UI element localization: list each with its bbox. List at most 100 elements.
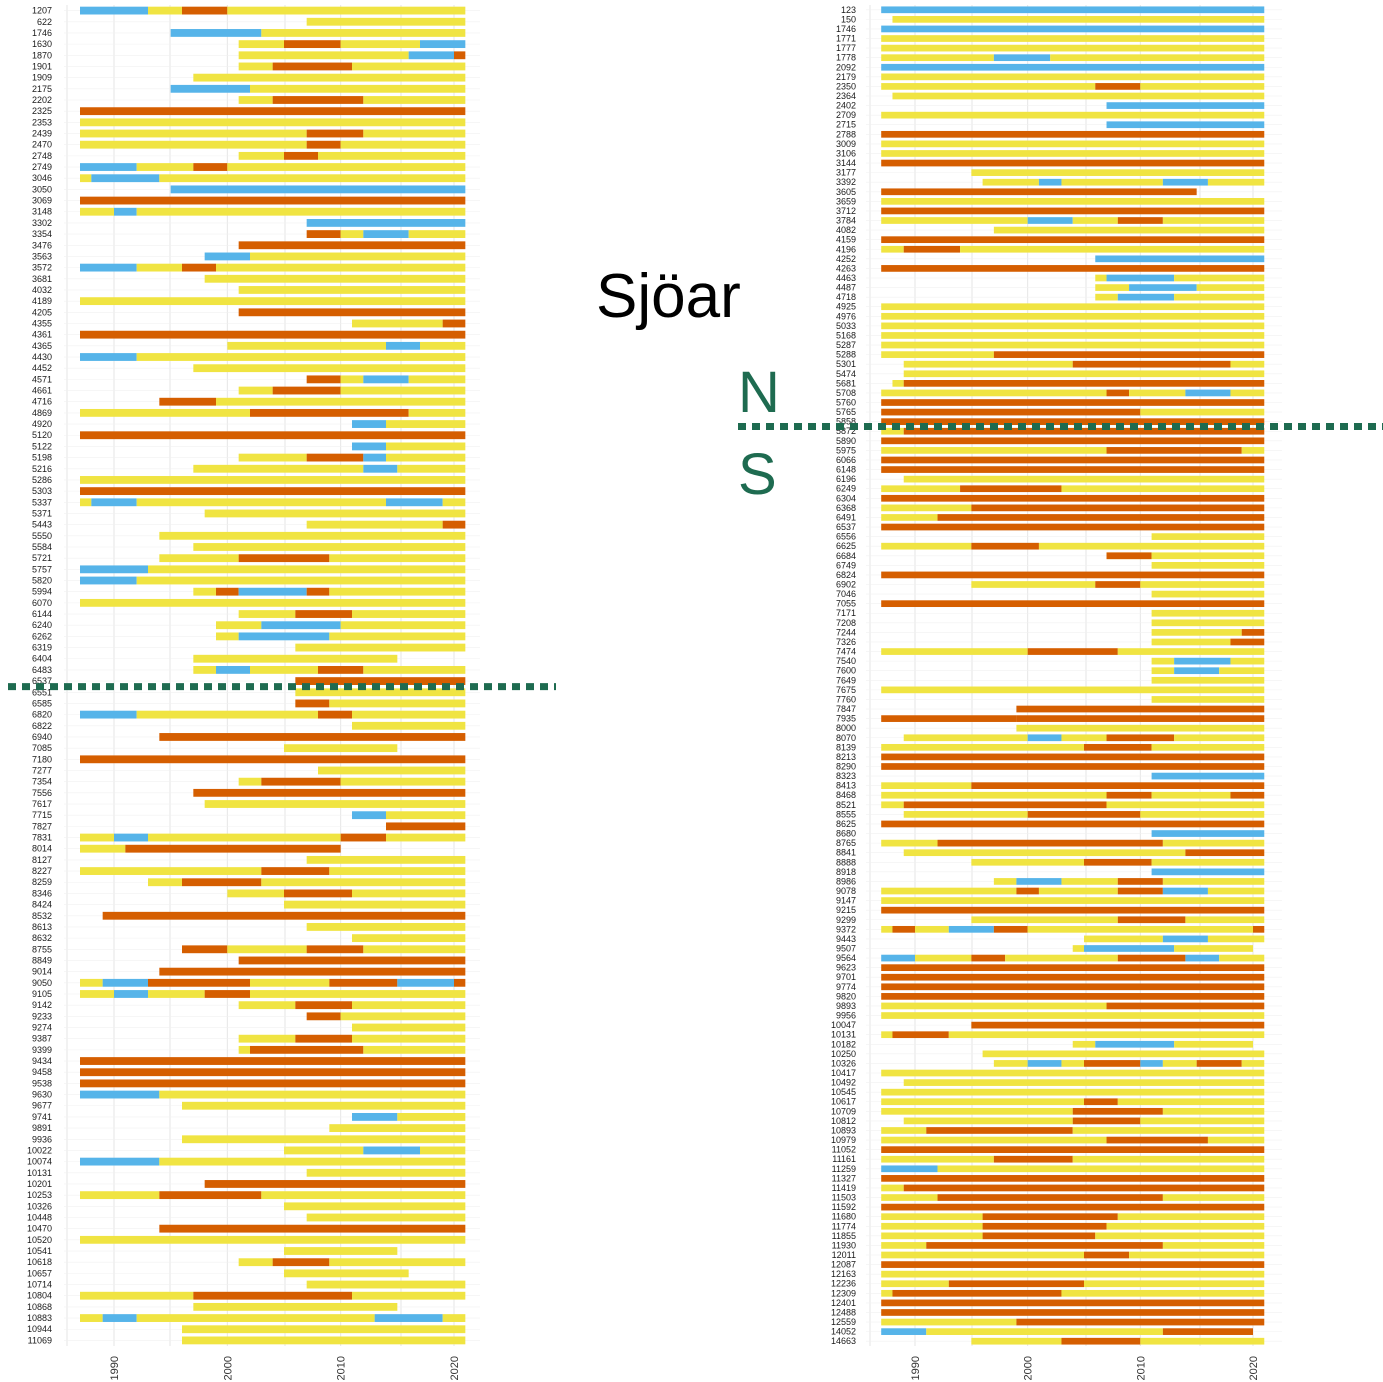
timeline-bar-segment (80, 163, 137, 171)
timeline-bar-segment (80, 598, 466, 607)
timeline-bar-segment (250, 990, 466, 998)
row-id-label: 1746 (32, 28, 52, 38)
timeline-bar-segment (881, 150, 1265, 157)
timeline-bar-segment (993, 54, 1051, 62)
row-id-label: 5286 (32, 475, 52, 485)
timeline-bar-segment (881, 542, 972, 550)
timeline-bar-segment (971, 1337, 1062, 1345)
row-id-label: 8632 (32, 933, 52, 943)
timeline-bar-segment (80, 107, 466, 116)
row-id-label: 4205 (32, 307, 52, 317)
timeline-bar-segment (948, 1031, 1265, 1039)
timeline-bar-segment (204, 509, 466, 518)
x-tick-label: 2020 (449, 1356, 461, 1380)
timeline-bar-segment (1207, 1136, 1265, 1144)
row-id-label: 9299 (836, 915, 856, 925)
row-id-label: 11930 (832, 1240, 856, 1250)
timeline-bar-segment (1084, 1251, 1130, 1259)
timeline-bar-segment (903, 360, 1073, 368)
timeline-bar-segment (318, 666, 364, 674)
timeline-bar-segment (1151, 772, 1265, 780)
row-id-label: 4196 (836, 244, 856, 254)
row-id-label: 4082 (836, 225, 856, 235)
timeline-bar-segment (363, 375, 409, 384)
timeline-bar-segment (881, 887, 1017, 895)
row-id-label: 1870 (32, 50, 52, 60)
timeline-bar-segment (91, 498, 137, 507)
timeline-bar-segment (881, 600, 1265, 608)
timeline-bar-segment (148, 878, 182, 887)
row-id-label: 7556 (32, 788, 52, 798)
row-id-label: 5757 (32, 564, 52, 574)
timeline-bar-segment (881, 1318, 1017, 1326)
timeline-bar-segment (881, 973, 1265, 981)
row-id-label: 5122 (32, 441, 52, 451)
timeline-bar-segment (1162, 1328, 1253, 1335)
timeline-bar-segment (971, 504, 1265, 512)
x-tick-label: 2000 (222, 1356, 234, 1380)
timeline-bar-segment (204, 990, 250, 998)
timeline-bar-segment (1106, 552, 1152, 560)
timeline-bar-segment (1117, 1213, 1265, 1221)
timeline-bar-segment (881, 63, 1265, 71)
row-id-label: 12087 (831, 1260, 856, 1270)
row-id-label: 8468 (836, 790, 856, 800)
timeline-bar-segment (80, 833, 114, 842)
row-id-label: 10883 (27, 1313, 52, 1323)
row-id-label: 3712 (836, 206, 856, 216)
row-id-label: 2470 (32, 140, 52, 150)
row-id-label: 10417 (831, 1068, 856, 1078)
timeline-bar-segment (159, 733, 466, 741)
timeline-bar-segment (80, 297, 466, 306)
timeline-bar-segment (1162, 178, 1208, 186)
timeline-bar-segment (1095, 1040, 1175, 1048)
timeline-bar-segment (340, 40, 420, 49)
timeline-bar-segment (386, 822, 466, 831)
timeline-bar-segment (284, 40, 341, 49)
timeline-bar-segment (1174, 734, 1265, 742)
timeline-bar-segment (295, 688, 466, 697)
timeline-bar-segment (1174, 657, 1231, 665)
timeline-bar-segment (1230, 638, 1265, 646)
timeline-bar-segment (881, 427, 904, 435)
timeline-bar-segment (1151, 696, 1265, 703)
timeline-bar-segment (1106, 791, 1152, 799)
timeline-bar-segment (182, 1101, 466, 1110)
row-id-label: 7085 (32, 743, 52, 753)
timeline-bar-segment (926, 1127, 1073, 1134)
row-id-label: 8259 (32, 877, 52, 887)
row-id-label: 11680 (832, 1212, 856, 1222)
timeline-bar-segment (216, 666, 250, 674)
timeline-bar-segment (306, 855, 466, 864)
row-id-label: 10448 (27, 1212, 52, 1222)
timeline-bar-segment (1140, 1060, 1163, 1067)
timeline-bar-segment (238, 40, 284, 49)
timeline-bar-segment (272, 386, 341, 395)
timeline-bar-segment (340, 777, 466, 786)
row-id-label: 3681 (32, 274, 52, 284)
timeline-bar-segment (363, 453, 386, 462)
timeline-bar-segment (80, 1057, 466, 1065)
timeline-bar-segment (238, 1001, 296, 1010)
timeline-bar-segment (993, 925, 1028, 933)
row-id-label: 4976 (836, 311, 856, 321)
row-id-label: 5765 (836, 407, 856, 417)
timeline-bar-segment (1084, 1194, 1163, 1201)
row-id-label: 8227 (32, 866, 52, 876)
timeline-bar-segment (238, 1045, 250, 1054)
timeline-bar-segment (881, 494, 1265, 502)
timeline-bar-segment (80, 1191, 160, 1200)
x-tick-label: 2010 (336, 1356, 348, 1380)
row-id-label: 7208 (836, 618, 856, 628)
timeline-bar-segment (971, 1021, 1265, 1029)
timeline-bar-segment (1084, 743, 1152, 751)
timeline-bar-segment (1095, 284, 1130, 291)
timeline-bar-segment (80, 476, 466, 484)
timeline-bar-segment (1038, 542, 1265, 550)
timeline-bar-segment (352, 442, 386, 451)
timeline-bar-segment (306, 923, 466, 931)
timeline-bar-segment (1106, 1222, 1265, 1230)
timeline-bar-segment (926, 1242, 1163, 1249)
timeline-bar-segment (1061, 485, 1265, 493)
timeline-bar-segment (182, 1336, 466, 1345)
